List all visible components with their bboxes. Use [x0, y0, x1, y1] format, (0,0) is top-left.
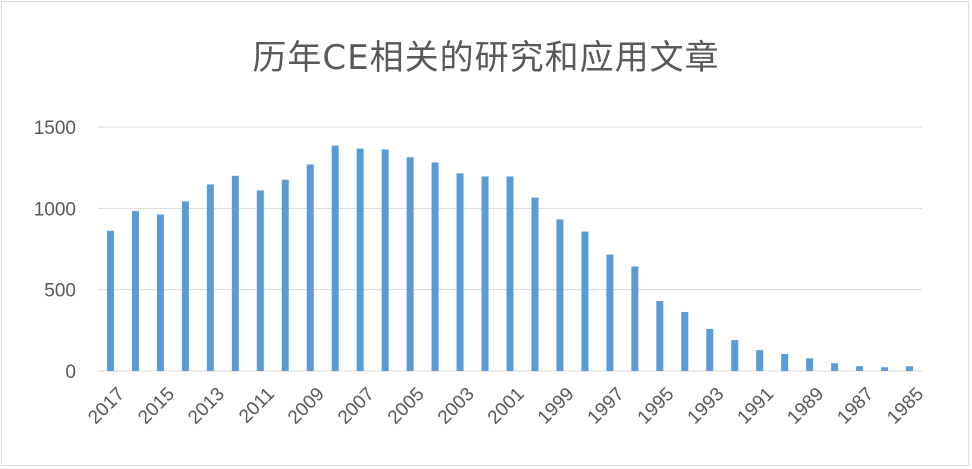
x-tick-label: 2013 — [184, 384, 229, 429]
bar-2006 — [381, 149, 389, 371]
x-tick-label: 2009 — [284, 384, 329, 429]
bar-1993 — [706, 329, 714, 371]
x-tick-label: 1987 — [833, 384, 878, 429]
x-tick-label: 1995 — [634, 384, 679, 429]
x-axis-ticks: 2017 2015 2013 2011 2009 2007 2005 2003 2001 1999… — [84, 384, 928, 429]
x-tick-label: 1991 — [734, 384, 779, 429]
bar-1992 — [731, 340, 739, 371]
x-tick-label: 1985 — [883, 384, 928, 429]
bar-2002 — [481, 176, 489, 371]
bar-2003 — [456, 173, 464, 371]
bar-2014 — [181, 201, 189, 371]
bar-1990 — [781, 353, 789, 371]
bar-1985 — [906, 366, 914, 371]
bar-2013 — [206, 184, 214, 371]
chart-title: 历年CE相关的研究和应用文章 — [252, 38, 720, 78]
bar-2008 — [331, 145, 339, 371]
x-tick-label: 1999 — [534, 384, 579, 429]
bar-2001 — [506, 176, 514, 371]
bar-2000 — [531, 197, 539, 371]
bar-2007 — [356, 148, 364, 371]
x-tick-label: 1989 — [783, 384, 828, 429]
bar-1998 — [581, 231, 589, 371]
y-tick-label: 1000 — [34, 199, 76, 220]
bar-1997 — [606, 254, 614, 371]
x-tick-label: 1997 — [584, 384, 629, 429]
y-tick-label: 500 — [44, 281, 76, 302]
bar-1995 — [656, 301, 664, 371]
x-tick-label: 1993 — [684, 384, 729, 429]
y-tick-label: 1500 — [34, 118, 76, 139]
y-tick-label: 0 — [65, 362, 76, 383]
bars — [106, 145, 914, 371]
bar-2017 — [106, 230, 114, 371]
bar-2009 — [306, 164, 314, 371]
x-tick-label: 2017 — [84, 384, 129, 429]
bar-2005 — [406, 157, 414, 371]
x-tick-label: 2007 — [334, 384, 379, 429]
bar-2011 — [256, 190, 264, 371]
bar-1986 — [881, 367, 889, 371]
x-tick-label: 2005 — [384, 384, 429, 429]
bar-2012 — [231, 175, 239, 371]
bar-1991 — [756, 350, 764, 371]
x-tick-label: 2003 — [434, 384, 479, 429]
bar-2015 — [156, 214, 164, 371]
bar-1996 — [631, 266, 639, 371]
bar-2010 — [281, 179, 289, 371]
y-axis-ticks: 0 500 1000 1500 — [34, 118, 76, 383]
x-tick-label: 2001 — [484, 384, 529, 429]
bar-2016 — [131, 211, 139, 371]
bar-1989 — [806, 358, 814, 371]
bar-1994 — [681, 311, 689, 371]
bar-2004 — [431, 162, 439, 371]
x-tick-label: 2015 — [134, 384, 179, 429]
bar-1988 — [831, 363, 839, 371]
bar-1987 — [856, 366, 864, 371]
bar-1999 — [556, 219, 564, 371]
x-tick-label: 2011 — [235, 384, 279, 428]
